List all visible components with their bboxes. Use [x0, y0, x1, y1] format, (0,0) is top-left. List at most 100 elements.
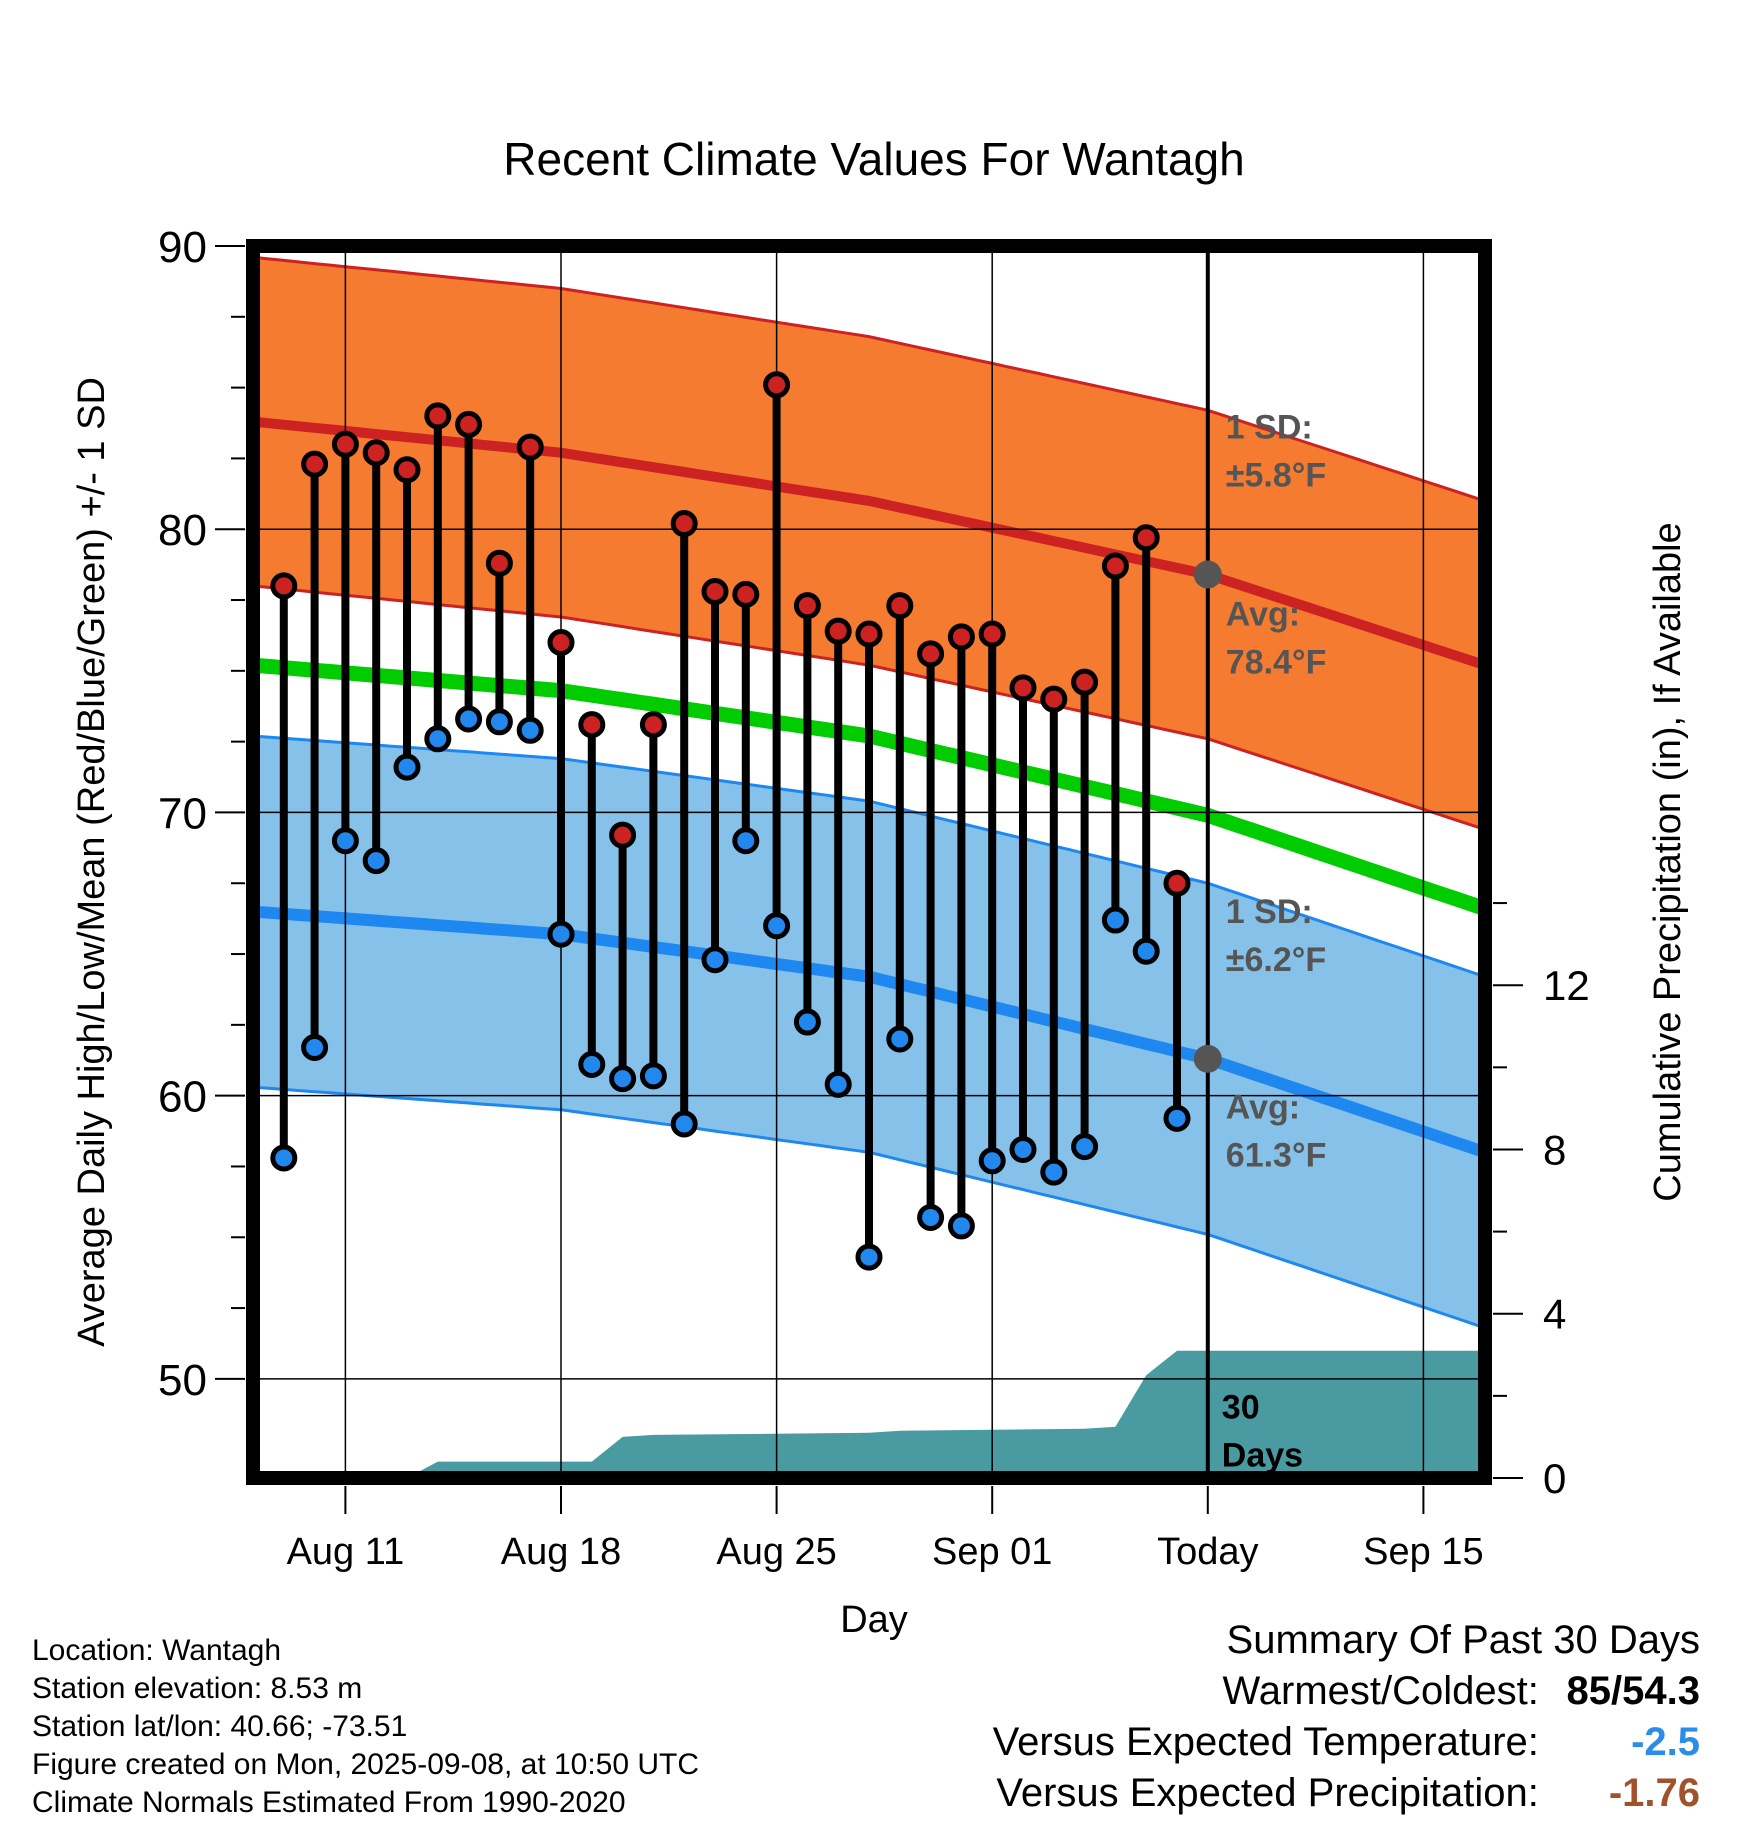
precip-days-number: 30 — [1222, 1389, 1260, 1427]
low-point — [424, 725, 452, 753]
x-tick-label: Aug 25 — [716, 1531, 836, 1573]
y-tick-label: 90 — [158, 223, 207, 272]
high-point — [763, 371, 791, 399]
normals-text: Climate Normals Estimated From 1990-2020 — [32, 1786, 626, 1819]
high-sd-value: ±5.8°F — [1226, 457, 1326, 495]
temp-anomaly-value: -2.5 — [1631, 1720, 1700, 1764]
summary-panel: Summary Of Past 30 Days Warmest/Coldest:… — [993, 1618, 1700, 1822]
high-point — [424, 402, 452, 430]
low-point — [824, 1070, 852, 1098]
low-point — [362, 847, 390, 875]
high-point — [732, 580, 760, 608]
x-tick-label: Sep 15 — [1363, 1531, 1483, 1573]
summary-title: Summary Of Past 30 Days — [1226, 1618, 1700, 1662]
precip-anomaly-row: Versus Expected Precipitation: -1.76 — [993, 1771, 1700, 1822]
high-point — [1101, 552, 1129, 580]
precip-days-label: Days — [1222, 1437, 1303, 1475]
y2-tick-label: 4 — [1543, 1291, 1566, 1338]
low-point — [732, 827, 760, 855]
high-point — [670, 510, 698, 538]
low-point — [947, 1212, 975, 1240]
high-point — [1071, 668, 1099, 696]
y-tick-label: 50 — [158, 1356, 207, 1405]
low-point — [978, 1147, 1006, 1175]
temp-anomaly-label: Versus Expected Temperature: — [992, 1720, 1539, 1764]
low-point — [1040, 1158, 1068, 1186]
low-point — [455, 705, 483, 733]
high-point — [455, 410, 483, 438]
low-point — [1163, 1104, 1191, 1132]
high-point — [917, 640, 945, 668]
low-avg-value: 61.3°F — [1226, 1136, 1327, 1174]
x-tick-label: Sep 01 — [932, 1531, 1052, 1573]
high-point — [485, 549, 513, 577]
warmest-value: 85 — [1566, 1669, 1612, 1713]
high-point — [1163, 869, 1191, 897]
low-sd-label: 1 SD: — [1226, 893, 1313, 931]
high-point — [793, 592, 821, 620]
high-point — [701, 578, 729, 606]
low-avg-label: Avg: — [1226, 1088, 1300, 1126]
today-high-normal-marker — [1193, 560, 1222, 589]
high-point — [331, 430, 359, 458]
low-point — [1101, 906, 1129, 934]
high-avg-label: Avg: — [1226, 596, 1300, 634]
plot-area: 1 SD: ±5.8°F Avg: 78.4°F 1 SD: ±6.2°F Avg: 61.3… — [158, 223, 1590, 1573]
temp-anomaly-row: Versus Expected Temperature: -2.5 — [993, 1720, 1700, 1771]
y-tick-label: 70 — [158, 789, 207, 838]
low-point — [793, 1008, 821, 1036]
low-point — [1132, 937, 1160, 965]
y2-tick-label: 12 — [1543, 962, 1590, 1009]
y-tick-label: 80 — [158, 506, 207, 555]
elevation-text: Station elevation: 8.53 m — [32, 1672, 363, 1705]
low-point — [547, 920, 575, 948]
high-point — [393, 456, 421, 484]
x-tick-label: Today — [1157, 1531, 1258, 1573]
high-point — [886, 592, 914, 620]
low-point — [886, 1025, 914, 1053]
low-point — [301, 1034, 329, 1062]
low-point — [516, 716, 544, 744]
high-point — [547, 629, 575, 657]
low-point — [917, 1203, 945, 1231]
low-point — [485, 708, 513, 736]
high-point — [855, 620, 883, 648]
low-point — [855, 1243, 883, 1271]
high-point — [301, 450, 329, 478]
high-point — [609, 821, 637, 849]
y2-tick-label: 8 — [1543, 1126, 1566, 1173]
low-point — [393, 753, 421, 781]
low-point — [1071, 1133, 1099, 1161]
coldest-value: 54.3 — [1622, 1669, 1700, 1713]
high-point — [1009, 674, 1037, 702]
high-point — [824, 617, 852, 645]
precipitation-area — [253, 1350, 1485, 1478]
precip-anomaly-value: -1.76 — [1608, 1771, 1700, 1815]
chart-title: Recent Climate Values For Wantagh — [503, 133, 1244, 185]
x-tick-label: Aug 11 — [287, 1531, 405, 1573]
y-tick-label: 60 — [158, 1073, 207, 1122]
plot-frame — [246, 239, 1492, 1485]
y2-axis-label: Cumulative Precipitation (in), If Availa… — [1647, 522, 1689, 1201]
high-point — [1132, 524, 1160, 552]
low-sd-value: ±6.2°F — [1226, 941, 1326, 979]
low-point — [763, 912, 791, 940]
low-point — [609, 1065, 637, 1093]
warm-cold-value: 85/54.3 — [1550, 1669, 1700, 1714]
low-point — [331, 827, 359, 855]
today-low-normal-marker — [1193, 1044, 1222, 1073]
y2-tick-label: 0 — [1543, 1455, 1566, 1502]
high-avg-value: 78.4°F — [1226, 644, 1327, 682]
x-axis-label: Day — [840, 1599, 908, 1641]
low-point — [1009, 1135, 1037, 1163]
latlon-text: Station lat/lon: 40.66; -73.51 — [32, 1710, 408, 1743]
low-point — [270, 1144, 298, 1172]
high-point — [270, 572, 298, 600]
high-point — [1040, 685, 1068, 713]
warm-cold-slash: / — [1611, 1669, 1623, 1713]
high-sd-upper-edge — [253, 255, 1485, 503]
low-point — [701, 946, 729, 974]
low-point — [578, 1051, 606, 1079]
station-metadata: Location: Wantagh Station elevation: 8.5… — [32, 1632, 699, 1822]
